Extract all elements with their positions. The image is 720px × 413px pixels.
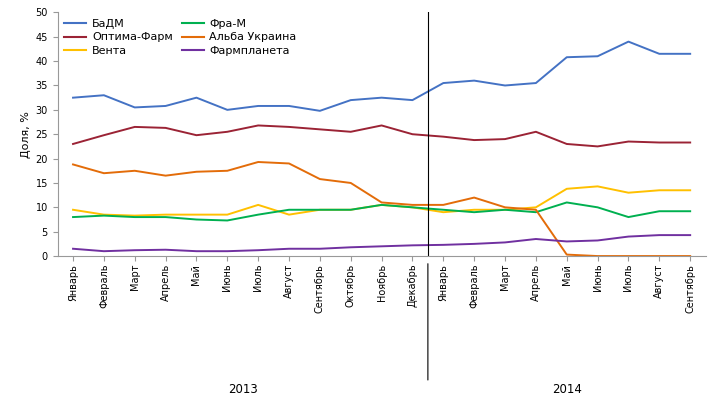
- Text: 2013: 2013: [228, 383, 258, 396]
- Text: 2014: 2014: [552, 383, 582, 396]
- Y-axis label: Доля, %: Доля, %: [21, 111, 31, 158]
- Legend: БаДМ, Оптима-Фарм, Вента, Фра-М, Альба Украина, Фармпланета: БаДМ, Оптима-Фарм, Вента, Фра-М, Альба У…: [60, 14, 301, 60]
